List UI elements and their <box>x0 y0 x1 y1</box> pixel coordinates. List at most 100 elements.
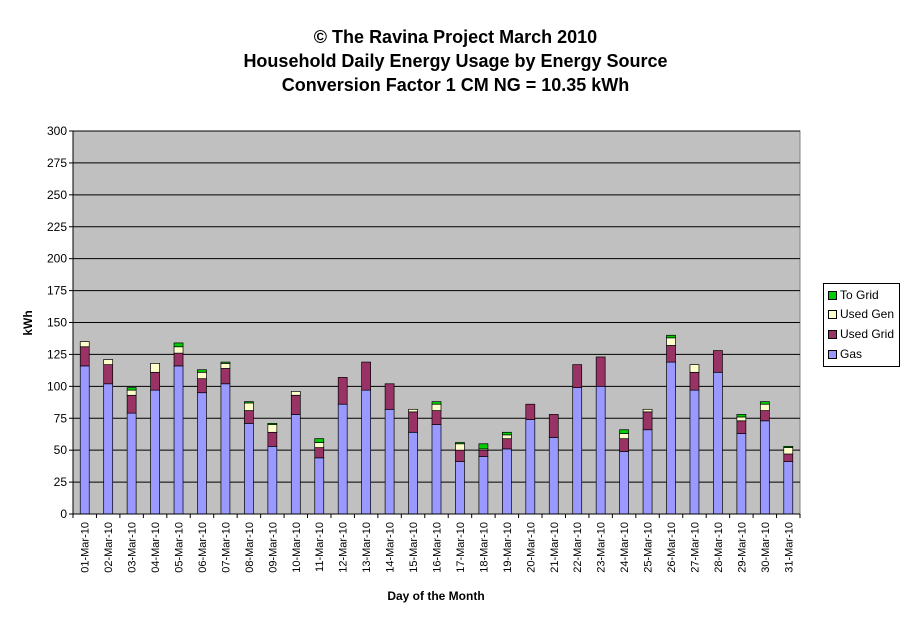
y-axis: 0 25 50 75 100 125 150 175 200 225 250 275 300 <box>47 124 74 521</box>
bar-used-grid-8 <box>244 410 254 424</box>
bar-used-gen-24 <box>619 433 629 440</box>
x-tick-label: 18-Mar-10 <box>478 522 490 573</box>
x-axis-label: Day of the Month <box>387 589 484 603</box>
x-tick-label: 03-Mar-10 <box>127 522 139 573</box>
bar-to-grid-19 <box>502 431 512 436</box>
y-tick-label: 300 <box>47 124 67 138</box>
x-tick-label: 31-Mar-10 <box>783 522 795 573</box>
bar-used-grid-31 <box>783 453 794 463</box>
bar-gas-27 <box>689 389 700 515</box>
bar-used-grid-21 <box>548 414 559 438</box>
bar-used-grid-1 <box>79 346 90 367</box>
y-tick-label: 50 <box>54 443 68 457</box>
bar-to-grid-18 <box>478 443 489 450</box>
bar-used-grid-6 <box>197 378 207 394</box>
bar-gas-4 <box>150 389 160 515</box>
bar-gas-21 <box>548 437 559 515</box>
bar-used-gen-16 <box>431 403 442 411</box>
bar-gas-15 <box>408 431 418 515</box>
bar-used-grid-25 <box>642 411 653 431</box>
bar-gas-3 <box>126 412 137 515</box>
bar-to-grid-17 <box>455 442 465 445</box>
bar-to-grid-3 <box>126 387 137 391</box>
legend-label-gas: Gas <box>840 347 863 361</box>
legend-label-used-gen: Used Gen <box>840 307 895 321</box>
legend-swatch-used-gen <box>828 310 837 319</box>
bar-to-grid-31 <box>783 445 794 448</box>
bar-to-grid-6 <box>197 369 207 373</box>
x-tick-label: 06-Mar-10 <box>197 522 209 573</box>
bar-gas-14 <box>384 408 395 515</box>
bar-used-gen-15 <box>408 408 418 413</box>
grid-lines <box>73 130 800 483</box>
bar-used-grid-14 <box>384 383 395 410</box>
bar-used-gen-9 <box>267 424 278 433</box>
bar-gas-31 <box>783 461 794 515</box>
x-tick-label: 24-Mar-10 <box>619 522 631 573</box>
bar-gas-2 <box>103 383 114 515</box>
bar-used-gen-7 <box>220 363 231 369</box>
bar-used-gen-19 <box>502 434 512 440</box>
bar-to-grid-29 <box>736 414 747 418</box>
bar-gas-22 <box>572 387 583 515</box>
bar-gas-25 <box>642 429 653 515</box>
x-tick-label: 14-Mar-10 <box>385 522 397 573</box>
legend-swatch-gas <box>828 350 837 359</box>
x-tick-label: 17-Mar-10 <box>455 522 467 573</box>
y-tick-label: 200 <box>47 252 67 266</box>
bar-used-grid-9 <box>267 431 278 447</box>
bar-gas-11 <box>314 457 325 515</box>
bar-to-grid-8 <box>244 401 254 404</box>
bar-to-grid-30 <box>759 401 770 405</box>
y-tick-label: 25 <box>54 475 68 489</box>
bar-to-grid-7 <box>220 361 231 364</box>
bar-used-gen-3 <box>126 389 137 396</box>
bar-used-grid-29 <box>736 420 747 434</box>
x-tick-label: 19-Mar-10 <box>502 522 514 573</box>
y-tick-label: 100 <box>47 379 67 393</box>
bar-to-grid-9 <box>267 423 278 425</box>
x-tick-label: 22-Mar-10 <box>572 522 584 573</box>
x-tick-label: 16-Mar-10 <box>432 522 444 573</box>
y-tick-label: 175 <box>47 284 67 298</box>
bar-used-gen-31 <box>783 447 794 455</box>
legend-swatch-used-grid <box>828 330 837 339</box>
x-tick-label: 04-Mar-10 <box>150 522 162 573</box>
bar-used-grid-26 <box>666 345 676 363</box>
bar-used-grid-27 <box>689 371 700 391</box>
x-tick-label: 11-Mar-10 <box>314 522 326 572</box>
y-tick-label: 75 <box>54 411 68 425</box>
x-tick-label: 15-Mar-10 <box>408 522 420 573</box>
y-tick-label: 0 <box>60 507 67 521</box>
bar-used-gen-11 <box>314 442 325 448</box>
x-tick-label: 05-Mar-10 <box>174 522 186 573</box>
bar-used-gen-2 <box>103 359 114 365</box>
x-tick-label: 27-Mar-10 <box>689 522 701 573</box>
y-tick-label: 150 <box>47 316 67 330</box>
x-tick-label: 09-Mar-10 <box>267 522 279 573</box>
bar-gas-13 <box>361 389 371 515</box>
x-tick-label: 30-Mar-10 <box>760 522 772 573</box>
bar-gas-16 <box>431 424 442 515</box>
bar-used-grid-24 <box>619 438 629 452</box>
bar-gas-10 <box>290 414 301 515</box>
bar-gas-9 <box>267 445 278 515</box>
bar-gas-23 <box>595 385 606 515</box>
bar-used-grid-22 <box>572 364 583 388</box>
bar-to-grid-24 <box>619 429 629 434</box>
bar-used-grid-11 <box>314 447 325 459</box>
bar-used-grid-30 <box>759 410 770 422</box>
bar-gas-6 <box>197 392 207 515</box>
bar-used-grid-20 <box>525 403 536 420</box>
y-tick-label: 250 <box>47 188 67 202</box>
bar-used-grid-17 <box>455 449 465 463</box>
bar-to-grid-5 <box>173 342 184 348</box>
bar-used-gen-8 <box>244 402 254 411</box>
bar-gas-1 <box>79 365 90 515</box>
bar-used-grid-15 <box>408 411 418 433</box>
y-tick-label: 275 <box>47 156 67 170</box>
bar-used-grid-16 <box>431 410 442 425</box>
bar-used-gen-1 <box>79 341 90 348</box>
bar-used-grid-19 <box>502 438 512 450</box>
bar-used-gen-4 <box>150 363 160 373</box>
